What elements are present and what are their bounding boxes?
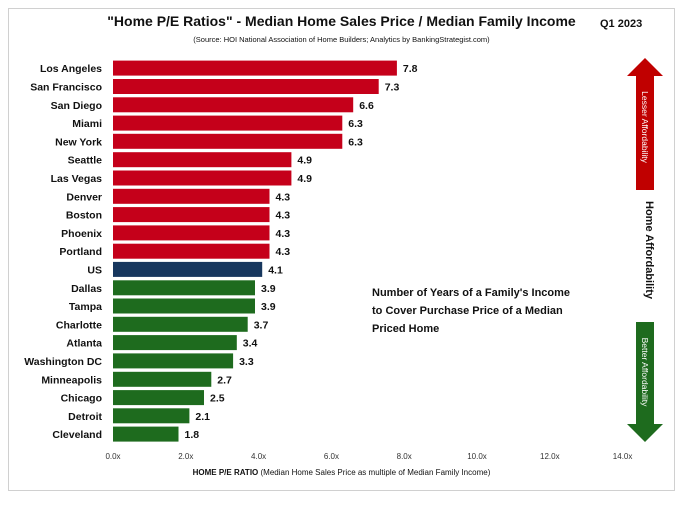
value-label: 2.7 <box>217 374 232 386</box>
value-labels: 7.87.3 6.6 6.3 6.3 4.9 4.9 4.3 4.3 4.3 4.3 4.1 3.9 3… <box>185 63 418 441</box>
category-label: Tampa <box>69 301 102 313</box>
category-label: US <box>87 264 102 276</box>
x-tick-label: 0.0x <box>105 452 120 461</box>
category-label: Minneapolis <box>41 374 102 386</box>
x-tick-label: 12.0x <box>540 452 560 461</box>
period-label: Q1 2023 <box>600 18 643 30</box>
better-affordability-label: Better Affordability <box>640 337 650 407</box>
chart-title: "Home P/E Ratios" - Median Home Sales Pr… <box>107 13 576 29</box>
annotation-line-2: to Cover Purchase Price of a Median <box>372 305 563 317</box>
value-label: 4.3 <box>276 246 291 258</box>
value-label: 6.3 <box>348 118 363 130</box>
bar-phoenix <box>113 225 270 241</box>
bar-portland <box>113 243 270 259</box>
category-label: Chicago <box>61 393 102 405</box>
x-tick-label: 2.0x <box>178 452 193 461</box>
category-label: Detroit <box>68 411 102 423</box>
value-label: 3.9 <box>261 301 276 313</box>
x-tick-label: 8.0x <box>397 452 412 461</box>
category-label: San Francisco <box>30 82 102 94</box>
down-arrow-icon <box>627 322 663 442</box>
value-label: 4.3 <box>276 210 291 222</box>
bar-us <box>113 261 263 277</box>
bar-minneapolis <box>113 371 212 387</box>
category-label: Charlotte <box>56 319 102 331</box>
bar-los-angeles <box>113 60 397 76</box>
bar-las-vegas <box>113 170 292 186</box>
value-label: 7.8 <box>403 63 418 75</box>
x-tick-label: 10.0x <box>467 452 487 461</box>
category-label: Dallas <box>71 283 102 295</box>
category-label: New York <box>55 136 102 148</box>
value-label: 6.3 <box>348 136 363 148</box>
bars-group <box>113 60 397 442</box>
x-axis-label-rest: (Median Home Sales Price as multiple of … <box>258 468 491 477</box>
value-label: 3.3 <box>239 356 254 368</box>
value-label: 3.4 <box>243 338 258 350</box>
value-label: 4.9 <box>297 173 312 185</box>
value-label: 4.9 <box>297 155 312 167</box>
x-tick-labels: 0.0x 2.0x 4.0x 6.0x 8.0x 10.0x 12.0x 14.0x <box>105 452 632 461</box>
annotation-line-1: Number of Years of a Family's Income <box>372 287 571 299</box>
chart-source: (Source: HOI National Association of Hom… <box>193 35 490 44</box>
category-label: Las Vegas <box>51 173 103 185</box>
category-label: Phoenix <box>61 228 102 240</box>
value-label: 6.6 <box>359 100 374 112</box>
category-label: Denver <box>66 191 102 203</box>
bar-new-york <box>113 133 343 149</box>
affordability-arrows <box>627 58 663 442</box>
bar-dallas <box>113 280 255 296</box>
x-tick-label: 14.0x <box>613 452 633 461</box>
value-label: 4.1 <box>268 264 283 276</box>
annotation-text: Number of Years of a Family's Income to … <box>372 284 592 338</box>
home-affordability-label: Home Affordability <box>643 201 655 299</box>
category-label: Atlanta <box>66 338 102 350</box>
category-labels: Los Angeles San Francisco San Diego Miami Ne… <box>24 63 102 441</box>
bar-san-diego <box>113 97 354 113</box>
value-label: 7.3 <box>385 82 400 94</box>
bar-washington-dc <box>113 353 234 369</box>
bar-boston <box>113 207 270 223</box>
category-label: Seattle <box>68 155 103 167</box>
bar-seattle <box>113 152 292 168</box>
category-label: Cleveland <box>52 429 102 441</box>
x-axis-label-bold: HOME P/E RATIO <box>192 468 259 477</box>
bar-chicago <box>113 390 204 406</box>
value-label: 2.1 <box>195 411 210 423</box>
value-label: 4.3 <box>276 191 291 203</box>
category-label: Portland <box>59 246 102 258</box>
category-label: Washington DC <box>24 356 102 368</box>
category-label: San Diego <box>51 100 102 112</box>
value-label: 2.5 <box>210 393 225 405</box>
bar-atlanta <box>113 335 237 351</box>
category-label: Boston <box>66 210 102 222</box>
x-axis-label: HOME P/E RATIO (Median Home Sales Price … <box>0 468 683 477</box>
value-label: 3.7 <box>254 319 269 331</box>
bar-miami <box>113 115 343 131</box>
bar-san-francisco <box>113 79 379 94</box>
bar-tampa <box>113 298 255 314</box>
x-tick-label: 4.0x <box>251 452 266 461</box>
category-label: Los Angeles <box>40 63 102 75</box>
chart-frame <box>8 8 675 491</box>
bar-cleveland <box>113 426 179 442</box>
value-label: 4.3 <box>276 228 291 240</box>
bar-denver <box>113 188 270 204</box>
lesser-affordability-label: Lesser Affordability <box>640 91 650 163</box>
value-label: 1.8 <box>185 429 200 441</box>
up-arrow-icon <box>627 58 663 190</box>
category-label: Miami <box>72 118 102 130</box>
annotation-line-3: Priced Home <box>372 323 440 335</box>
x-tick-label: 6.0x <box>324 452 339 461</box>
bar-detroit <box>113 408 190 424</box>
bar-charlotte <box>113 316 248 332</box>
value-label: 3.9 <box>261 283 276 295</box>
